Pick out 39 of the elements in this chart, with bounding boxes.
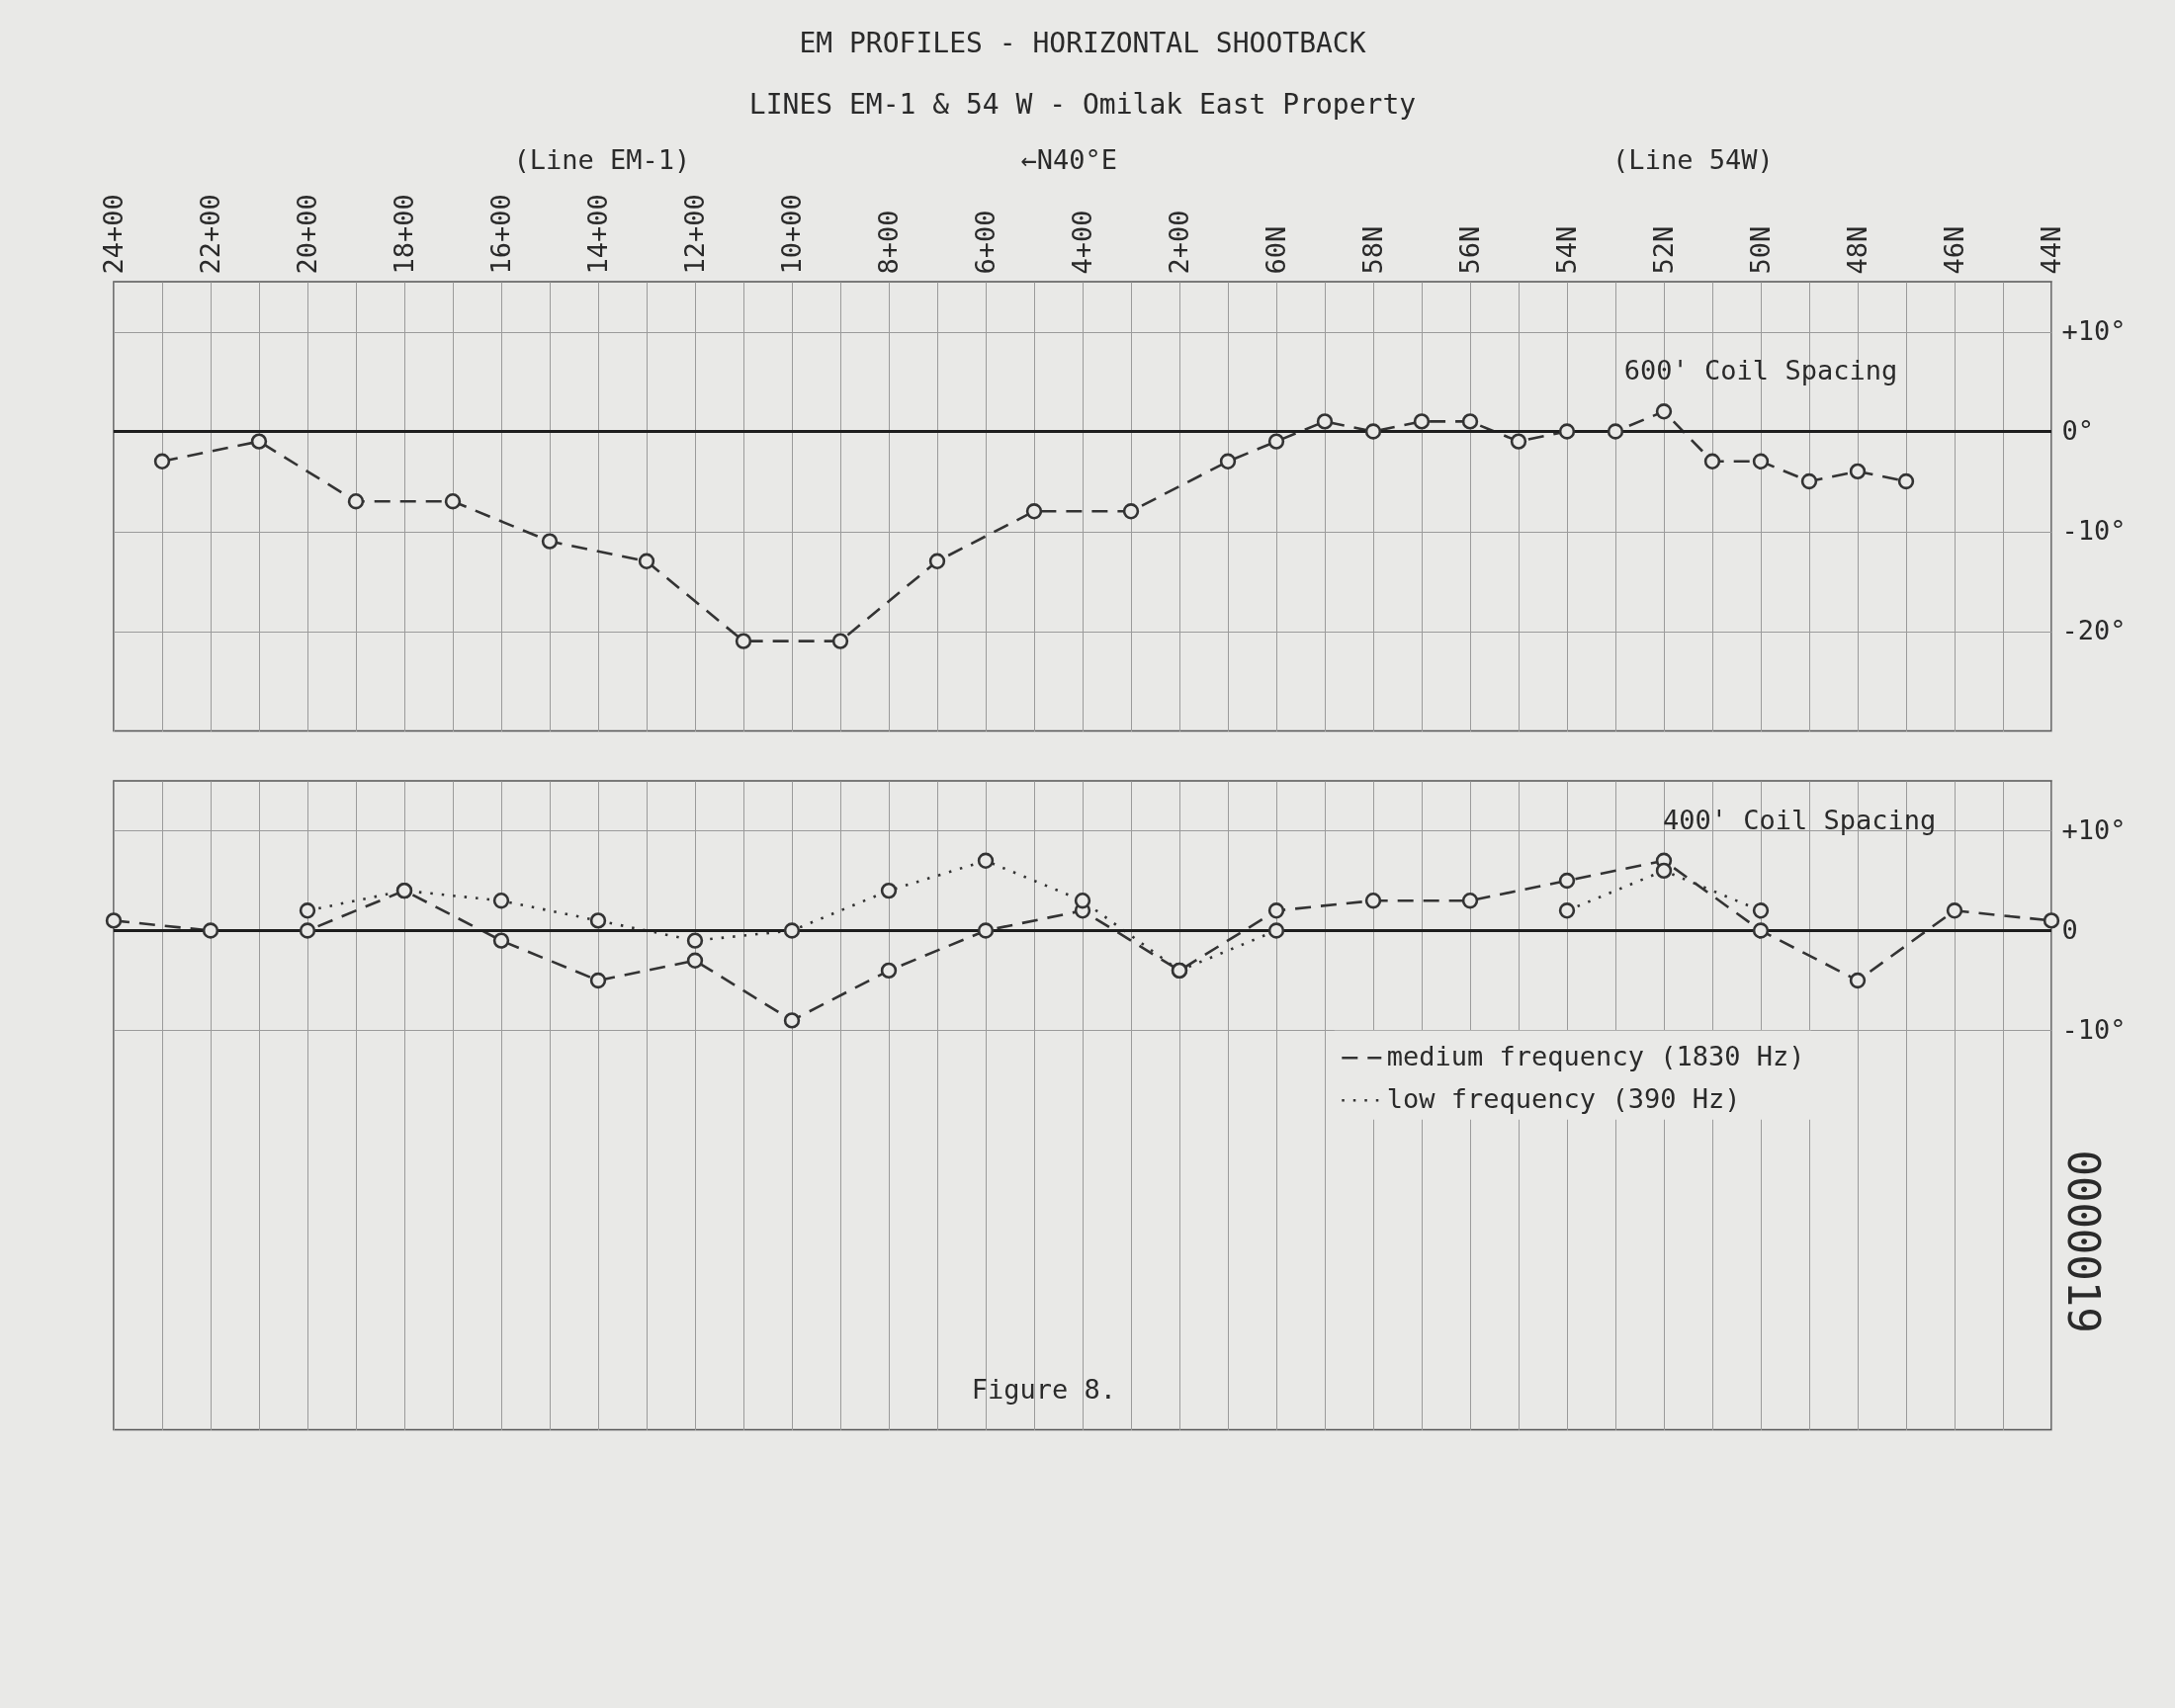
y-tick-label: +10° xyxy=(2061,315,2127,346)
annotation: Figure 8. xyxy=(971,1374,1116,1406)
x-tick-label: 20+00 xyxy=(291,194,322,275)
x-tick-label: 60N xyxy=(1260,225,1291,275)
x-tick-label: 50N xyxy=(1744,225,1776,275)
x-tick-label: 22+00 xyxy=(194,194,225,275)
text: (Line EM-1) xyxy=(513,144,691,175)
x-tick-label: 16+00 xyxy=(484,194,516,275)
x-tick-label: 52N xyxy=(1647,225,1679,275)
y-tick-label: -20° xyxy=(2061,615,2127,645)
chart-title: EM PROFILES - HORIZONTAL SHOOTBACK xyxy=(799,27,1366,59)
y-tick-label: -10° xyxy=(2061,515,2127,546)
x-tick-label: 48N xyxy=(1841,225,1872,275)
x-tick-label: 8+00 xyxy=(872,210,904,275)
chart-subtitle: LINES EM-1 & 54 W - Omilak East Property xyxy=(748,88,1417,121)
x-tick-label: 2+00 xyxy=(1163,210,1194,275)
text: ←N40°E xyxy=(1020,144,1118,175)
annotation: 600' Coil Spacing xyxy=(1623,354,1898,385)
legend-label: medium frequency (1830 Hz) xyxy=(1386,1041,1805,1072)
y-tick-label: -10° xyxy=(2061,1014,2127,1045)
x-tick-label: 12+00 xyxy=(678,194,710,275)
legend-label: low frequency (390 Hz) xyxy=(1386,1083,1741,1115)
x-tick-label: 56N xyxy=(1453,225,1485,275)
y-tick-label: 0 xyxy=(2061,914,2078,945)
x-tick-label: 46N xyxy=(1938,225,1969,275)
x-tick-label: 18+00 xyxy=(388,194,419,275)
y-tick-label: +10° xyxy=(2061,814,2127,845)
text: (Line 54W) xyxy=(1612,144,1774,175)
x-tick-label: 24+00 xyxy=(97,194,129,275)
x-tick-label: 44N xyxy=(2035,225,2066,275)
x-tick-label: 4+00 xyxy=(1066,210,1097,275)
x-tick-label: 6+00 xyxy=(969,210,1000,275)
text: 0000019 xyxy=(2058,1150,2109,1333)
x-tick-label: 58N xyxy=(1356,225,1388,275)
y-tick-label: 0° xyxy=(2061,415,2095,446)
x-tick-label: 14+00 xyxy=(581,194,613,275)
x-tick-label: 54N xyxy=(1550,225,1582,275)
annotation: 400' Coil Spacing xyxy=(1663,804,1937,835)
x-tick-label: 10+00 xyxy=(775,194,807,275)
